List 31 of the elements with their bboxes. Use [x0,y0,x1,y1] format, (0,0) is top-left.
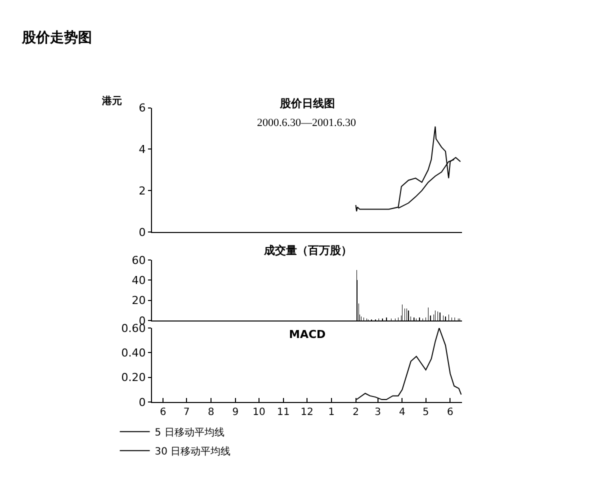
y-tick-label: 60 [132,254,146,267]
chart-title: 股价日线图 [279,97,335,110]
y-tick-label: 20 [132,294,146,308]
x-tick-label: 12 [300,407,314,418]
text: 2000.6.30—2001.6.30 [257,117,356,129]
x-tick-label: 2 [352,407,359,418]
x-tick-label: 1 [328,407,335,418]
y-tick-label: 0 [138,396,146,409]
legend-label: 5 日移动平均线 [154,426,224,438]
y-tick-label: 2 [138,184,146,198]
x-tick-label: 9 [232,407,239,418]
x-tick-label: 5 [422,407,429,418]
y-tick-label: 40 [132,274,146,288]
y-tick-label: 0 [138,226,146,239]
chart-title: MACD [289,328,326,341]
x-tick-label: 3 [374,407,381,418]
y-tick-label: 4 [138,143,146,156]
y-tick-label: 0.40 [121,346,146,360]
x-tick-label: 10 [252,407,266,418]
x-tick-label: 6 [160,407,166,418]
x-tick-label: 11 [277,407,290,418]
y-tick-label: 6 [138,102,146,115]
x-tick-label: 8 [208,407,214,418]
x-tick-label: 6 [447,407,454,418]
x-tick-label: 7 [183,407,190,418]
legend-label: 30 日移动平均线 [154,446,231,458]
chart-title: 成交量（百万股） [263,244,352,257]
text: 股价走势图 [21,30,92,46]
y-tick-label: 0.20 [121,371,146,384]
x-tick-label: 4 [399,407,406,418]
y-axis-title: 港元 [101,95,122,107]
